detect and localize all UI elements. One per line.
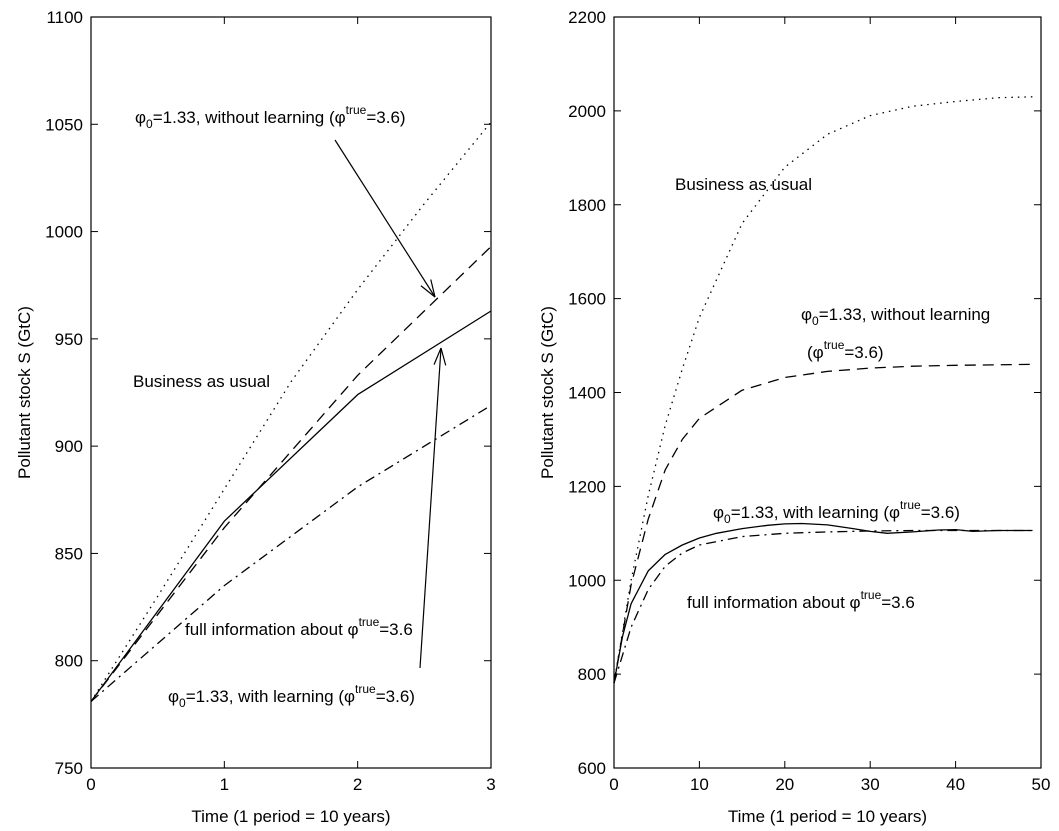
y-tick-label: 750 bbox=[55, 759, 83, 778]
y-tick-label: 600 bbox=[578, 759, 606, 778]
series-line-no_learning bbox=[90, 246, 492, 702]
annotation-a2: Business as usual bbox=[133, 372, 270, 391]
annotation-a3: full information about φtrue=3.6 bbox=[185, 615, 413, 639]
x-axis-label: Time (1 period = 10 years) bbox=[728, 807, 927, 826]
y-tick-label: 1400 bbox=[568, 384, 606, 403]
y-tick-label: 2200 bbox=[568, 8, 606, 27]
series-line-full_info bbox=[90, 404, 492, 702]
arrow-without-learning bbox=[334, 139, 436, 298]
y-tick-label: 950 bbox=[55, 330, 83, 349]
annotation-b1: Business as usual bbox=[675, 175, 812, 194]
x-tick-label: 40 bbox=[946, 775, 965, 794]
annotation-a1: φ0=1.33, without learning (φtrue=3.6) bbox=[135, 103, 406, 131]
x-tick-label: 2 bbox=[353, 775, 362, 794]
annotation-a4: φ0=1.33, with learning (φtrue=3.6) bbox=[168, 682, 415, 710]
series-line-bau bbox=[90, 121, 492, 702]
y-tick-label: 800 bbox=[55, 652, 83, 671]
annotation-b4: φ0=1.33, with learning (φtrue=3.6) bbox=[713, 498, 960, 526]
y-tick-label: 850 bbox=[55, 544, 83, 563]
y-tick-label: 1000 bbox=[568, 571, 606, 590]
series-line-full_info bbox=[613, 529, 1033, 684]
arrow-with-learning bbox=[419, 347, 447, 669]
x-tick-label: 10 bbox=[690, 775, 709, 794]
y-tick-label: 1050 bbox=[45, 115, 83, 134]
y-axis-label: Pollutant stock S (GtC) bbox=[538, 306, 557, 479]
chart-panel-2: 0 10 20 30 40 50 600 800 1000 1200 1400 1600 1800 200… bbox=[538, 8, 1050, 826]
chart-panel-1: 0 1 2 3 750 800 850 900 950 1000 1050 1100 Time (1 p… bbox=[15, 8, 496, 826]
x-tick-label: 0 bbox=[609, 775, 618, 794]
annotation-b2: φ0=1.33, without learning bbox=[801, 305, 990, 328]
y-tick-label: 1200 bbox=[568, 477, 606, 496]
y-tick-label: 1000 bbox=[45, 223, 83, 242]
y-tick-label: 2000 bbox=[568, 102, 606, 121]
x-axis-label: Time (1 period = 10 years) bbox=[191, 807, 390, 826]
plot-frame bbox=[90, 16, 492, 769]
y-tick-label: 1600 bbox=[568, 290, 606, 309]
y-tick-label: 800 bbox=[578, 665, 606, 684]
x-tick-label: 30 bbox=[861, 775, 880, 794]
x-tick-label: 20 bbox=[775, 775, 794, 794]
y-tick-label: 1800 bbox=[568, 196, 606, 215]
x-tick-label: 1 bbox=[220, 775, 229, 794]
x-tick-label: 50 bbox=[1032, 775, 1051, 794]
series-line-learning bbox=[90, 310, 492, 702]
series-line-bau bbox=[613, 96, 1033, 684]
annotation-b5: full information about φtrue=3.6 bbox=[687, 588, 915, 612]
annotation-b3: (φtrue=3.6) bbox=[807, 338, 884, 362]
y-axis-label: Pollutant stock S (GtC) bbox=[15, 306, 34, 479]
series-line-no_learning bbox=[613, 363, 1033, 684]
y-tick-label: 900 bbox=[55, 437, 83, 456]
y-tick-label: 1100 bbox=[46, 8, 83, 27]
x-tick-label: 0 bbox=[86, 775, 95, 794]
plot-frame bbox=[613, 16, 1042, 769]
series-line-learning bbox=[613, 522, 1033, 684]
x-tick-label: 3 bbox=[486, 775, 495, 794]
